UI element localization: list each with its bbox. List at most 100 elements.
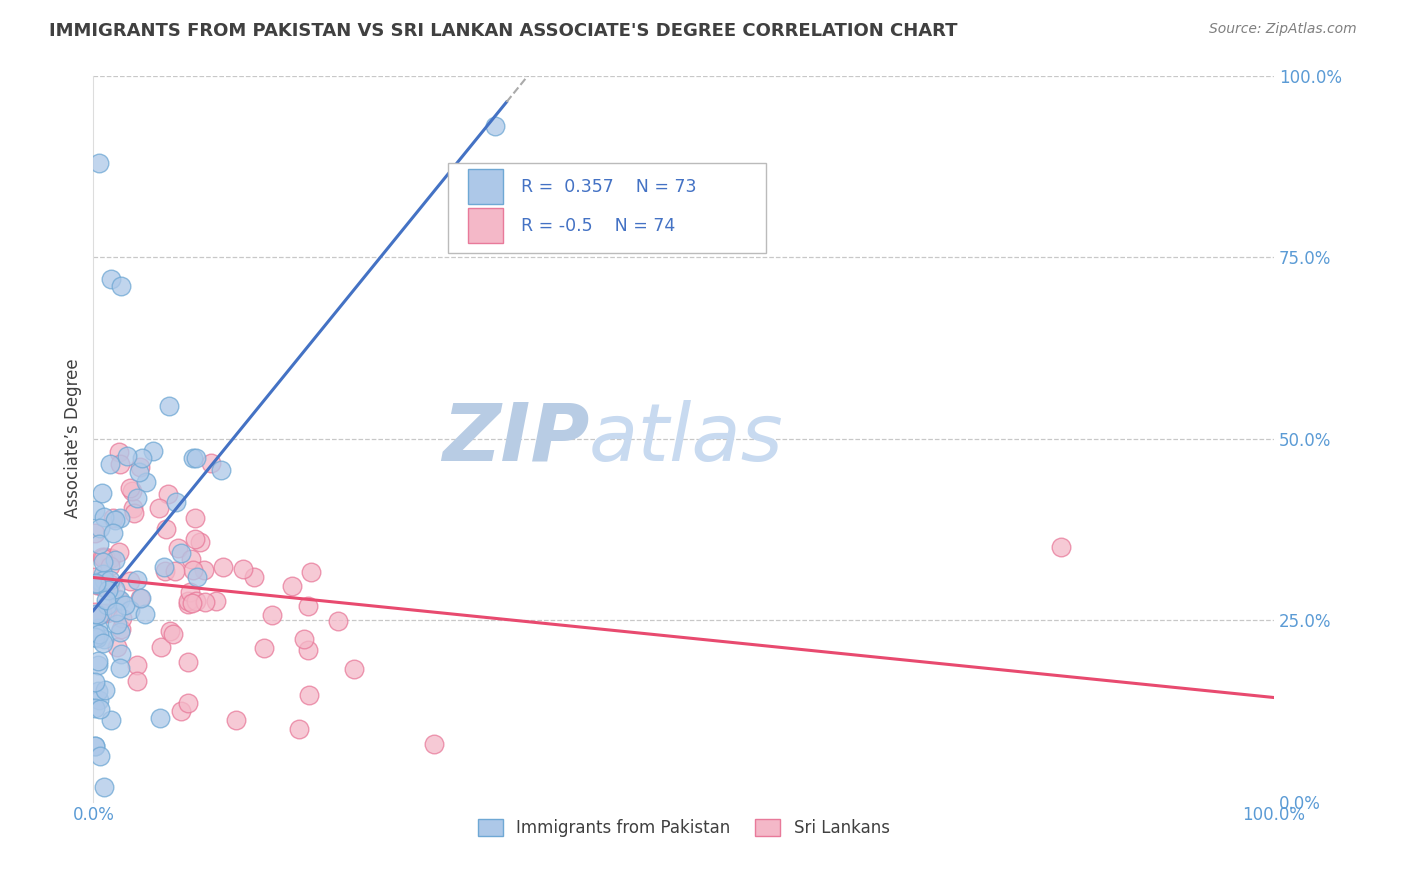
Point xyxy=(122,506,145,520)
Point xyxy=(153,560,176,574)
Point xyxy=(104,582,127,597)
Point xyxy=(153,564,176,578)
Text: R =  0.357    N = 73: R = 0.357 N = 73 xyxy=(520,178,696,195)
Point xyxy=(91,486,114,500)
Point xyxy=(87,536,110,550)
Point xyxy=(166,541,188,555)
Point xyxy=(125,657,148,672)
Point xyxy=(232,562,254,576)
Point xyxy=(179,585,201,599)
Point xyxy=(110,647,132,661)
Point xyxy=(87,654,110,668)
Point xyxy=(83,570,105,584)
Point xyxy=(131,450,153,465)
Point xyxy=(100,713,122,727)
Point xyxy=(177,594,200,608)
Point xyxy=(105,616,128,631)
Point xyxy=(260,608,283,623)
Point xyxy=(89,702,111,716)
Point xyxy=(84,607,107,621)
Point xyxy=(100,272,122,286)
Point xyxy=(89,627,111,641)
Point xyxy=(98,577,121,591)
Point xyxy=(128,459,150,474)
Point xyxy=(186,570,208,584)
Point xyxy=(110,279,132,293)
Point xyxy=(243,570,266,584)
Point xyxy=(170,546,193,560)
Point xyxy=(121,500,143,515)
Point xyxy=(326,614,349,628)
Point xyxy=(209,463,232,477)
Point xyxy=(225,713,247,727)
FancyBboxPatch shape xyxy=(468,169,503,204)
Point xyxy=(86,632,108,646)
Point xyxy=(188,535,211,549)
Point xyxy=(200,456,222,470)
Point xyxy=(292,632,315,646)
Point xyxy=(105,605,128,619)
Text: Source: ZipAtlas.com: Source: ZipAtlas.com xyxy=(1209,22,1357,37)
Point xyxy=(83,526,105,541)
Point xyxy=(297,643,319,657)
Point xyxy=(110,622,132,636)
Point xyxy=(108,444,131,458)
Point xyxy=(89,155,111,169)
Point xyxy=(114,598,136,612)
Point xyxy=(127,573,149,587)
Legend: Immigrants from Pakistan, Sri Lankans: Immigrants from Pakistan, Sri Lankans xyxy=(471,813,896,844)
Point xyxy=(148,500,170,515)
Point xyxy=(253,640,276,655)
Point xyxy=(181,596,204,610)
Point xyxy=(83,503,105,517)
Point xyxy=(84,624,107,639)
Point xyxy=(149,711,172,725)
Point xyxy=(180,551,202,566)
Point xyxy=(120,481,142,495)
Point xyxy=(193,595,215,609)
Point xyxy=(423,738,446,752)
Point xyxy=(135,475,157,489)
Point xyxy=(87,657,110,672)
Y-axis label: Associate’s Degree: Associate’s Degree xyxy=(65,359,82,518)
Point xyxy=(84,739,107,754)
Point xyxy=(121,483,143,498)
Point xyxy=(86,578,108,592)
Point xyxy=(93,566,115,581)
Point xyxy=(93,574,115,588)
Point xyxy=(91,555,114,569)
Point xyxy=(96,606,118,620)
Point xyxy=(97,582,120,597)
Point xyxy=(484,120,506,134)
Point xyxy=(93,632,115,646)
FancyBboxPatch shape xyxy=(447,162,766,253)
Point xyxy=(91,581,114,595)
Point xyxy=(184,511,207,525)
Point xyxy=(94,682,117,697)
Point xyxy=(96,599,118,613)
Point xyxy=(186,450,208,465)
Text: IMMIGRANTS FROM PAKISTAN VS SRI LANKAN ASSOCIATE'S DEGREE CORRELATION CHART: IMMIGRANTS FROM PAKISTAN VS SRI LANKAN A… xyxy=(49,22,957,40)
Point xyxy=(204,593,226,607)
Point xyxy=(108,457,131,471)
Point xyxy=(108,661,131,675)
Point xyxy=(165,495,187,509)
Point xyxy=(163,565,186,579)
Point xyxy=(298,689,321,703)
Point xyxy=(87,621,110,635)
Point xyxy=(103,526,125,541)
Point xyxy=(118,574,141,588)
FancyBboxPatch shape xyxy=(468,209,503,244)
Point xyxy=(193,563,215,577)
Point xyxy=(142,443,165,458)
Point xyxy=(343,662,366,676)
Point xyxy=(150,640,173,654)
Point xyxy=(181,450,204,465)
Point xyxy=(89,574,111,589)
Point xyxy=(91,551,114,566)
Point xyxy=(297,599,319,614)
Point xyxy=(108,544,131,558)
Point xyxy=(125,674,148,689)
Point xyxy=(176,696,198,710)
Point xyxy=(83,675,105,690)
